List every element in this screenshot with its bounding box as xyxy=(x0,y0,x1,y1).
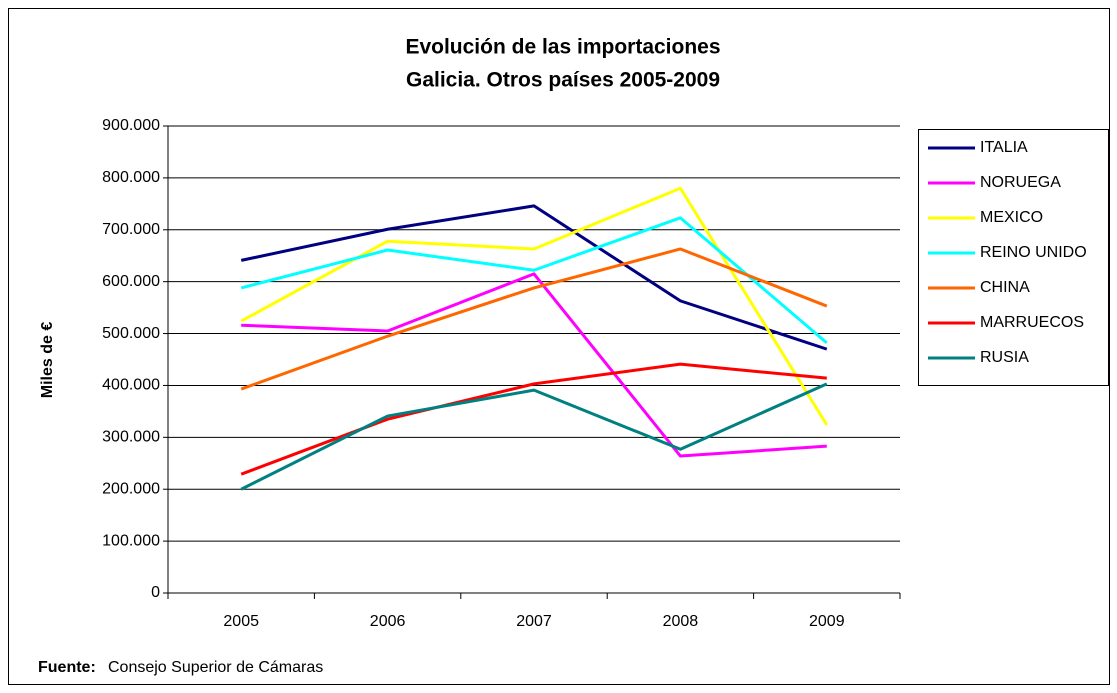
y-tick-label: 400.000 xyxy=(102,377,160,394)
x-tick-label: 2006 xyxy=(370,613,406,630)
x-tick-label: 2008 xyxy=(663,613,699,630)
y-tick-label: 800.000 xyxy=(102,169,160,186)
source-label: Fuente: xyxy=(38,659,96,676)
y-tick-label: 500.000 xyxy=(102,325,160,342)
series-line xyxy=(240,382,828,491)
y-axis-label: Miles de € xyxy=(39,322,56,399)
x-tick-label: 2007 xyxy=(516,613,552,630)
legend-label: REINO UNIDO xyxy=(980,244,1087,261)
legend-label: MEXICO xyxy=(980,209,1043,226)
source: Consejo Superior de Cámaras xyxy=(108,659,323,676)
chart-title: Galicia. Otros países 2005-2009 xyxy=(406,69,720,92)
x-tick-label: 2009 xyxy=(809,613,845,630)
legend-label: ITALIA xyxy=(980,139,1028,156)
series-line xyxy=(240,247,828,391)
y-tick-label: 0 xyxy=(151,584,160,601)
legend-box xyxy=(918,129,1109,386)
series-line xyxy=(240,362,827,476)
y-tick-label: 900.000 xyxy=(102,117,160,134)
y-tick-label: 200.000 xyxy=(102,480,160,497)
legend-label: NORUEGA xyxy=(980,174,1061,191)
legend-label: MARRUECOS xyxy=(980,314,1084,331)
legend-label: CHINA xyxy=(980,279,1030,296)
y-tick-label: 300.000 xyxy=(102,429,160,446)
series-line xyxy=(241,272,827,458)
series-line xyxy=(240,204,828,351)
series-line xyxy=(240,216,828,345)
x-tick-label: 2005 xyxy=(223,613,259,630)
y-tick-label: 100.000 xyxy=(102,532,160,549)
chart-title: Evolución de las importaciones xyxy=(405,36,720,59)
legend-label: RUSIA xyxy=(980,349,1029,366)
y-tick-label: 600.000 xyxy=(102,273,160,290)
y-tick-label: 700.000 xyxy=(102,221,160,238)
